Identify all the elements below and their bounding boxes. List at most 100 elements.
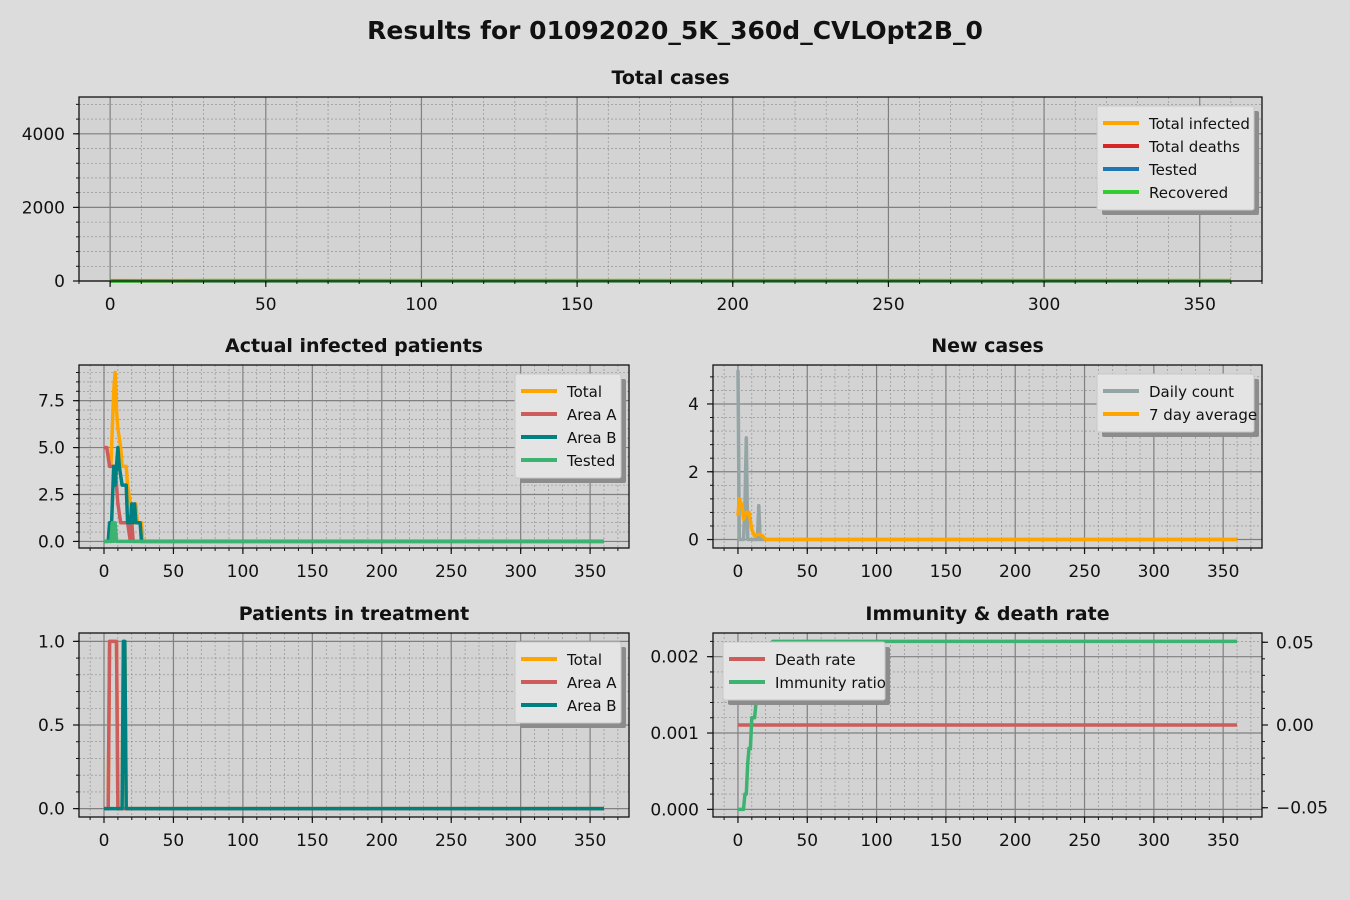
immunity-death-rate-y-axis: 0.000 0.001 0.002: [650, 640, 713, 820]
x-tick-label: 50: [796, 831, 818, 851]
y-tick-label: 0.000: [650, 800, 699, 820]
y-tick-label: 7.5: [38, 392, 65, 412]
patients-in-treatment-legend: Total Area A Area B: [514, 641, 626, 728]
series-line-7-day-average: [736, 497, 1237, 542]
immunity-death-rate-y2-axis: −0.05 0.00 0.05: [1262, 633, 1328, 819]
legend-label: 7 day average: [1149, 406, 1257, 424]
total-cases-title: Total cases: [611, 67, 729, 89]
total-cases-y-axis: 0 2000 4000: [22, 103, 79, 292]
y-tick-label: 4000: [22, 125, 65, 145]
y-tick-label: 2: [688, 463, 699, 483]
x-tick-label: 200: [366, 831, 398, 851]
legend-label: Area A: [567, 674, 617, 692]
legend-box: [1096, 373, 1255, 433]
legend-label: Death rate: [775, 651, 856, 669]
new-cases-x-axis: 0 50 100 150 200 250 300 350: [723, 548, 1252, 582]
x-tick-label: 0: [733, 562, 744, 582]
series-line-tested: [104, 520, 604, 544]
x-tick-label: 200: [999, 831, 1031, 851]
x-tick-label: 200: [999, 562, 1031, 582]
y2-tick-label: −0.05: [1276, 799, 1328, 819]
x-tick-label: 150: [296, 831, 328, 851]
y-tick-label: 0: [688, 531, 699, 551]
actual-infected-chart: 0 50 100 150 200 250 300 350 0.0 2.5 5.0 7.5 Actual …: [38, 335, 630, 582]
figure-title: Results for 01092020_5K_360d_CVLOpt2B_0: [367, 16, 983, 45]
legend-label: Tested: [1148, 161, 1197, 179]
x-tick-label: 300: [1028, 295, 1060, 315]
series-line-daily-count: [736, 370, 1237, 542]
actual-infected-legend: Total Area A Area B Tested: [514, 373, 626, 483]
total-cases-x-axis: 0 50 100 150 200 250 300 350: [78, 281, 1263, 315]
x-tick-label: 200: [717, 295, 749, 315]
x-tick-label: 0: [99, 831, 110, 851]
x-tick-label: 50: [163, 831, 185, 851]
new-cases-title: New cases: [931, 335, 1044, 357]
x-tick-label: 0: [105, 295, 116, 315]
new-cases-series: [736, 370, 1237, 542]
patients-in-treatment-title: Patients in treatment: [239, 603, 469, 625]
y-tick-label: 4: [688, 395, 699, 415]
y-tick-label: 0.0: [38, 800, 65, 820]
actual-infected-series: [104, 370, 604, 544]
x-tick-label: 150: [930, 562, 962, 582]
x-tick-label: 0: [99, 562, 110, 582]
x-tick-label: 100: [405, 295, 437, 315]
patients-in-treatment-chart: 0 50 100 150 200 250 300 350 0.0 0.5 1.0 Patients i…: [38, 603, 630, 851]
total-cases-legend: Total infected Total deaths Tested Recovere…: [1096, 105, 1259, 215]
actual-infected-x-axis: 0 50 100 150 200 250 300 350: [89, 548, 619, 582]
immunity-death-rate-legend: Death rate Immunity ratio: [722, 641, 890, 705]
y-tick-label: 1.0: [38, 632, 65, 652]
x-tick-label: 100: [227, 831, 259, 851]
x-tick-label: 250: [435, 831, 467, 851]
x-tick-label: 300: [504, 831, 536, 851]
immunity-death-rate-chart: 0 50 100 150 200 250 300 350 0.000 0.001 0.002 −0.0…: [650, 603, 1328, 851]
total-cases-chart: 0 50 100 150 200 250 300 350 0 2000 4000 Total case…: [22, 67, 1263, 315]
legend-label: Area B: [567, 697, 617, 715]
legend-label: Total: [566, 651, 602, 669]
y-tick-label: 5.0: [38, 439, 65, 459]
x-tick-label: 50: [796, 562, 818, 582]
y-tick-label: 0.5: [38, 716, 65, 736]
x-tick-label: 250: [872, 295, 904, 315]
legend-box: [1096, 105, 1255, 211]
actual-infected-title: Actual infected patients: [225, 335, 483, 357]
x-tick-label: 350: [574, 562, 606, 582]
legend-label: Daily count: [1149, 383, 1234, 401]
x-tick-label: 150: [296, 562, 328, 582]
legend-box: [722, 641, 886, 701]
legend-box: [514, 373, 622, 479]
patients-in-treatment-y-axis: 0.0 0.5 1.0: [38, 632, 79, 820]
series-line-area-b: [104, 639, 604, 811]
x-tick-label: 350: [574, 831, 606, 851]
x-tick-label: 200: [366, 562, 398, 582]
y-tick-label: 0.0: [38, 532, 65, 552]
x-tick-label: 350: [1184, 295, 1216, 315]
y2-tick-label: 0.05: [1276, 633, 1314, 653]
legend-label: Immunity ratio: [775, 674, 886, 692]
immunity-death-rate-title: Immunity & death rate: [865, 603, 1109, 625]
x-tick-label: 50: [255, 295, 277, 315]
patients-in-treatment-series: [104, 639, 604, 811]
new-cases-y-axis: 0 2 4: [688, 376, 713, 551]
x-tick-label: 250: [435, 562, 467, 582]
x-tick-label: 150: [561, 295, 593, 315]
legend-label: Area A: [567, 406, 617, 424]
x-tick-label: 0: [733, 831, 744, 851]
x-tick-label: 150: [930, 831, 962, 851]
legend-label: Total infected: [1148, 115, 1250, 133]
new-cases-chart: 0 50 100 150 200 250 300 350 0 2 4 New cases Daily c…: [688, 335, 1263, 582]
x-tick-label: 100: [860, 562, 892, 582]
x-tick-label: 250: [1068, 831, 1100, 851]
x-tick-label: 100: [860, 831, 892, 851]
x-tick-label: 300: [1138, 831, 1170, 851]
x-tick-label: 350: [1207, 831, 1239, 851]
x-tick-label: 350: [1207, 562, 1239, 582]
legend-label: Area B: [567, 429, 617, 447]
x-tick-label: 250: [1068, 562, 1100, 582]
y-tick-label: 2000: [22, 198, 65, 218]
immunity-death-rate-x-axis: 0 50 100 150 200 250 300 350: [723, 817, 1252, 851]
new-cases-legend: Daily count 7 day average: [1096, 373, 1259, 437]
y-tick-label: 0.002: [650, 648, 699, 668]
